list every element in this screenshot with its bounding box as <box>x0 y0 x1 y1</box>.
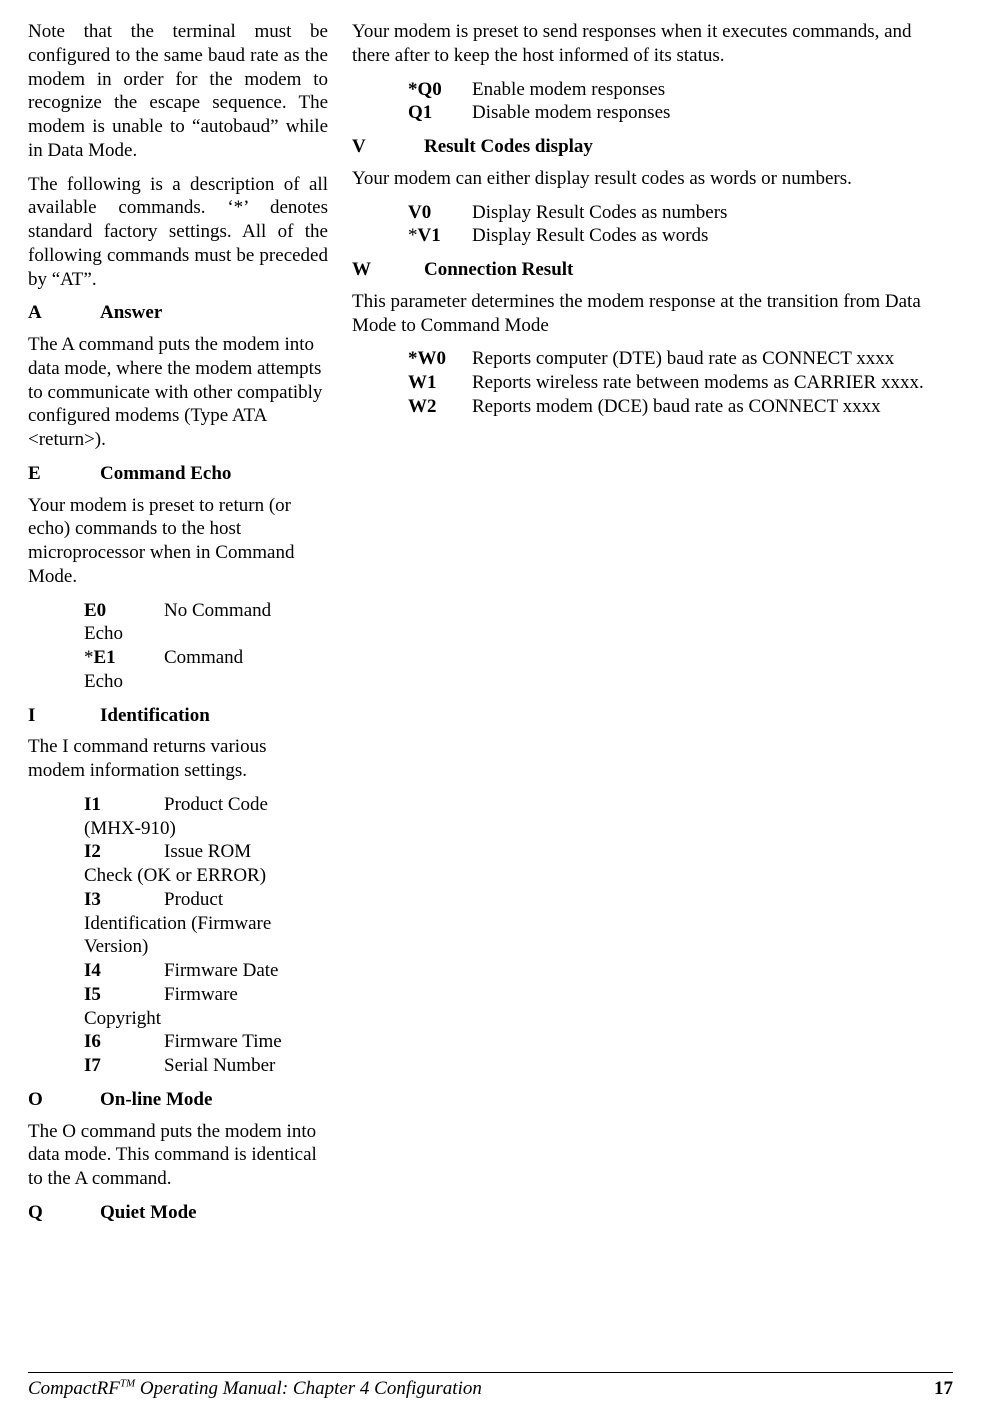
footer-page-number: 17 <box>934 1377 953 1401</box>
cmd-v-heading: V Result Codes display <box>352 135 953 159</box>
opt-v1: *V1 Display Result Codes as words <box>408 224 953 248</box>
right-column: Your modem is preset to send responses w… <box>352 20 953 1350</box>
opt-v0: V0 Display Result Codes as numbers <box>408 201 953 225</box>
opt-i3-code: I3 <box>84 888 164 912</box>
opt-w2-code: W2 <box>408 395 472 419</box>
cmd-o-desc: The O command puts the modem into data m… <box>28 1120 328 1191</box>
opt-i2-desc-tail: Check (OK or ERROR) <box>84 864 328 888</box>
cmd-e-letter: E <box>28 462 100 486</box>
cmd-v-letter: V <box>352 135 424 159</box>
cmd-a-desc: The A command puts the modem into data m… <box>28 333 328 452</box>
cmd-i-heading: I Identification <box>28 704 328 728</box>
opt-v1-code: *V1 <box>408 224 472 248</box>
opt-e1-code: *E1 <box>84 646 164 670</box>
opt-e0-code: E0 <box>84 599 164 623</box>
opt-e0-desc-tail: Echo <box>84 622 328 646</box>
footer-title: CompactRFTM Operating Manual: Chapter 4 … <box>28 1377 482 1401</box>
opt-v0-code: V0 <box>408 201 472 225</box>
opt-i7-code: I7 <box>84 1054 164 1078</box>
opt-i6: I6 Firmware Time <box>84 1030 328 1054</box>
opt-e0: E0 No Command Echo <box>84 599 328 647</box>
opt-w1-desc: Reports wireless rate between modems as … <box>472 371 953 395</box>
opt-q1: Q1 Disable modem responses <box>408 101 953 125</box>
opt-v1-desc: Display Result Codes as words <box>472 224 953 248</box>
cmd-o-letter: O <box>28 1088 100 1112</box>
cmd-i-letter: I <box>28 704 100 728</box>
opt-i1-desc-tail: (MHX-910) <box>84 817 328 841</box>
cmd-i-name: Identification <box>100 704 328 728</box>
cmd-q-letter: Q <box>28 1201 100 1225</box>
cmd-i-options: I1 Product Code (MHX-910) I2 Issue ROM C… <box>84 793 328 1078</box>
cmd-a-heading: A Answer <box>28 301 328 325</box>
opt-e1-desc-part: Command <box>164 646 328 670</box>
opt-i4-desc: Firmware Date <box>164 959 328 983</box>
cmd-w-desc: This parameter determines the modem resp… <box>352 290 953 338</box>
footer-chapter: Operating Manual: Chapter 4 Configuratio… <box>135 1378 482 1399</box>
opt-w1: W1 Reports wireless rate between modems … <box>408 371 953 395</box>
opt-i2-code: I2 <box>84 840 164 864</box>
opt-i7: I7 Serial Number <box>84 1054 328 1078</box>
opt-i6-code: I6 <box>84 1030 164 1054</box>
opt-i5-desc-part: Firmware <box>164 983 328 1007</box>
opt-w2-desc: Reports modem (DCE) baud rate as CONNECT… <box>472 395 953 419</box>
opt-w0-code: *W0 <box>408 347 472 371</box>
left-column: Note that the terminal must be configure… <box>28 20 328 1350</box>
opt-q0: *Q0 Enable modem responses <box>408 78 953 102</box>
opt-i5-desc-tail: Copyright <box>84 1007 328 1031</box>
page-footer: CompactRFTM Operating Manual: Chapter 4 … <box>28 1372 953 1401</box>
cmd-i-desc: The I command returns various modem info… <box>28 735 328 783</box>
opt-e1-desc-tail: Echo <box>84 670 328 694</box>
cmd-w-name: Connection Result <box>424 258 953 282</box>
cmd-e-options: E0 No Command Echo *E1 Command Echo <box>84 599 328 694</box>
page: Note that the terminal must be configure… <box>0 0 981 1419</box>
opt-i7-desc: Serial Number <box>164 1054 328 1078</box>
opt-w0: *W0 Reports computer (DTE) baud rate as … <box>408 347 953 371</box>
opt-i1-code: I1 <box>84 793 164 817</box>
opt-i2: I2 Issue ROM Check (OK or ERROR) <box>84 840 328 888</box>
opt-v0-desc: Display Result Codes as numbers <box>472 201 953 225</box>
cmd-a-name: Answer <box>100 301 328 325</box>
opt-i3-desc-part: Product <box>164 888 328 912</box>
opt-i6-desc: Firmware Time <box>164 1030 328 1054</box>
opt-w0-desc: Reports computer (DTE) baud rate as CONN… <box>472 347 953 371</box>
cmd-w-options: *W0 Reports computer (DTE) baud rate as … <box>408 347 953 418</box>
opt-e0-desc-part: No Command <box>164 599 328 623</box>
opt-i1-desc-part: Product Code <box>164 793 328 817</box>
footer-product: CompactRF <box>28 1378 120 1399</box>
cmd-e-heading: E Command Echo <box>28 462 328 486</box>
opt-q1-code: Q1 <box>408 101 472 125</box>
cmd-v-desc: Your modem can either display result cod… <box>352 167 953 191</box>
opt-i4: I4 Firmware Date <box>84 959 328 983</box>
cmd-e-desc: Your modem is preset to return (or echo)… <box>28 494 328 589</box>
cmd-q-heading: Q Quiet Mode <box>28 1201 328 1225</box>
opt-q0-code: *Q0 <box>408 78 472 102</box>
opt-i1: I1 Product Code (MHX-910) <box>84 793 328 841</box>
opt-q1-desc: Disable modem responses <box>472 101 953 125</box>
note-paragraph: Note that the terminal must be configure… <box>28 20 328 163</box>
opt-w1-code: W1 <box>408 371 472 395</box>
cmd-v-name: Result Codes display <box>424 135 953 159</box>
cmd-q-options: *Q0 Enable modem responses Q1 Disable mo… <box>408 78 953 126</box>
opt-q0-desc: Enable modem responses <box>472 78 953 102</box>
opt-i5-code: I5 <box>84 983 164 1007</box>
opt-e1: *E1 Command Echo <box>84 646 328 694</box>
cmd-w-heading: W Connection Result <box>352 258 953 282</box>
cmd-o-name: On-line Mode <box>100 1088 328 1112</box>
cmd-w-letter: W <box>352 258 424 282</box>
opt-i2-desc-part: Issue ROM <box>164 840 328 864</box>
cmd-v-options: V0 Display Result Codes as numbers *V1 D… <box>408 201 953 249</box>
cmd-a-letter: A <box>28 301 100 325</box>
columns-wrapper: Note that the terminal must be configure… <box>28 20 953 1350</box>
opt-i3-desc-tail: Identification (Firmware Version) <box>84 912 328 960</box>
opt-w2: W2 Reports modem (DCE) baud rate as CONN… <box>408 395 953 419</box>
cmd-q-desc: Your modem is preset to send responses w… <box>352 20 953 68</box>
intro-paragraph: The following is a description of all av… <box>28 173 328 292</box>
footer-tm: TM <box>120 1378 135 1390</box>
opt-i5: I5 Firmware Copyright <box>84 983 328 1031</box>
opt-i4-code: I4 <box>84 959 164 983</box>
cmd-o-heading: O On-line Mode <box>28 1088 328 1112</box>
cmd-e-name: Command Echo <box>100 462 328 486</box>
cmd-q-name: Quiet Mode <box>100 1201 328 1225</box>
opt-i3: I3 Product Identification (Firmware Vers… <box>84 888 328 959</box>
